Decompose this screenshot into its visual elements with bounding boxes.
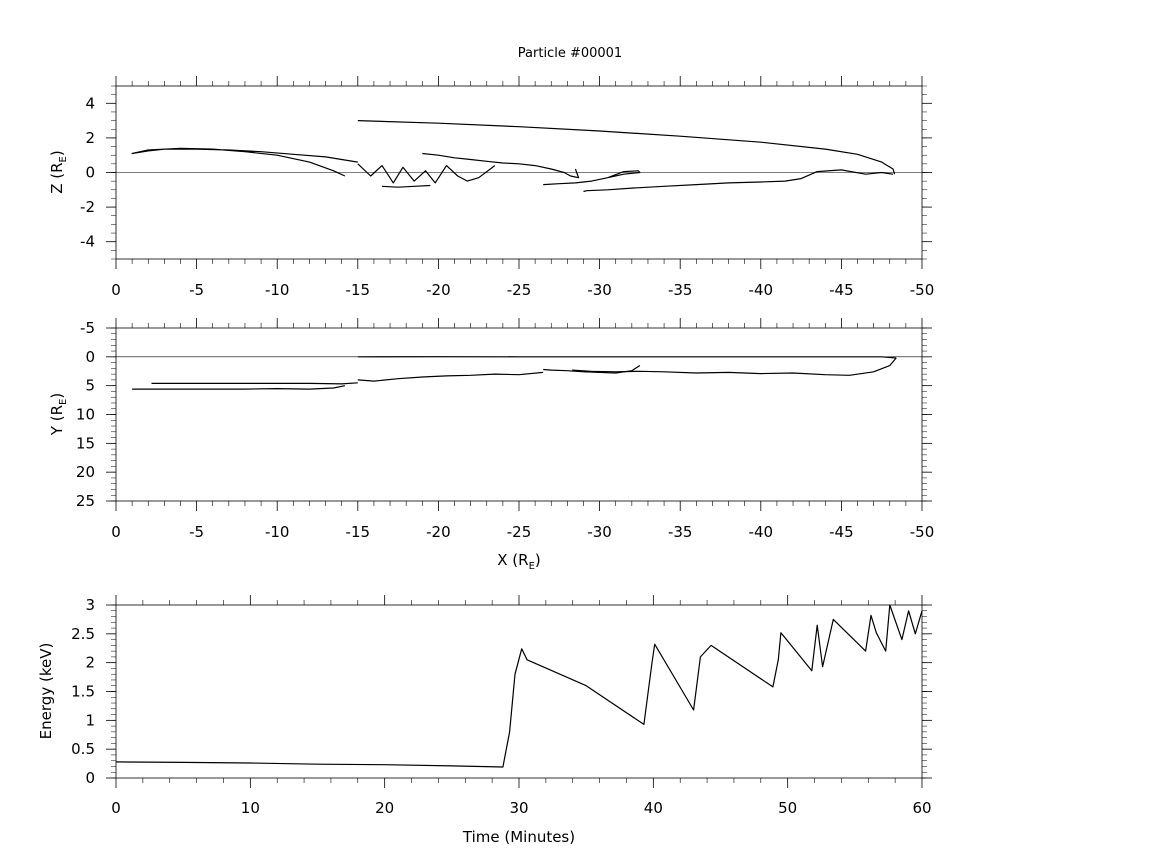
series-line-0 [357, 120, 896, 175]
series-line-5 [132, 385, 346, 390]
x-tick-label: -50 [910, 523, 935, 541]
y-panel-x-tick-labels: 0 -5 -10 -15 -20 -25 -30 -35 -40 -45 -50 [111, 523, 934, 541]
y-tick-label: 20 [76, 463, 95, 481]
x-tick-label: 30 [509, 799, 528, 817]
series-line-4 [151, 382, 358, 385]
x-tick-label: -20 [426, 523, 451, 541]
panel-energy-vs-time: 0 10 20 30 40 50 60 3 2.5 2 1.5 1 0.5 0 Energy (keV)… [37, 595, 932, 846]
y-panel-frame [115, 327, 923, 502]
x-tick-label: -50 [910, 281, 935, 299]
series-line-1 [583, 169, 894, 193]
energy-axis-label: Energy (keV) [37, 643, 55, 740]
y-axis-label: Y (RE) [48, 393, 69, 436]
x-tick-label: -40 [749, 523, 774, 541]
x-tick-label: 0 [111, 523, 121, 541]
energy-panel-curve [115, 604, 923, 768]
x-tick-label: -20 [426, 281, 451, 299]
series-line-6 [131, 147, 358, 177]
energy-panel-x-tick-labels: 0 10 20 30 40 50 60 [111, 799, 931, 817]
y-tick-label: 3 [85, 596, 95, 614]
x-tick-label: -30 [587, 523, 612, 541]
x-tick-label: 0 [111, 281, 121, 299]
panel-z-vs-x: 0 -5 -10 -15 -20 -25 -30 -35 -40 -45 -50 4 2 0 -2 -4 Z… [48, 76, 934, 299]
y-tick-label: 0.5 [71, 740, 95, 758]
series-line-0 [115, 604, 923, 768]
y-tick-label: -4 [80, 233, 95, 251]
x-tick-label: -35 [668, 523, 693, 541]
x-tick-label: -45 [829, 281, 854, 299]
x-tick-label: 0 [111, 799, 121, 817]
x-tick-label: -15 [346, 523, 371, 541]
series-line-5 [381, 184, 431, 188]
series-line-0 [357, 356, 897, 359]
y-tick-label: -5 [80, 319, 95, 337]
z-panel-ticks [106, 76, 932, 269]
z-axis-label: Z (RE) [48, 150, 69, 194]
y-panel-trajectory [132, 356, 897, 390]
x-tick-label: -15 [346, 281, 371, 299]
x-tick-label: 10 [241, 799, 260, 817]
chart-title: Particle #00001 [518, 46, 622, 61]
x-tick-label: -30 [587, 281, 612, 299]
x-tick-label: -25 [507, 523, 532, 541]
y-tick-label: 2 [85, 654, 95, 672]
y-tick-label: 0 [85, 164, 95, 182]
y-tick-label: 25 [76, 492, 95, 510]
x-axis-label: X (RE) [497, 551, 541, 572]
y-panel-y-tick-labels: -5 0 5 10 15 20 25 [76, 319, 95, 510]
x-tick-label: -35 [668, 281, 693, 299]
y-tick-label: 2.5 [71, 625, 95, 643]
y-tick-label: 1.5 [71, 683, 95, 701]
z-panel-y-tick-labels: 4 2 0 -2 -4 [80, 94, 95, 250]
energy-panel-frame [115, 604, 923, 779]
series-line-2 [543, 364, 641, 374]
y-tick-label: -2 [80, 198, 95, 216]
z-panel-frame [115, 85, 923, 260]
x-tick-label: -10 [265, 281, 290, 299]
x-tick-label: -10 [265, 523, 290, 541]
z-panel-x-tick-labels: 0 -5 -10 -15 -20 -25 -30 -35 -40 -45 -50 [111, 281, 934, 299]
panel-y-vs-x: 0 -5 -10 -15 -20 -25 -30 -35 -40 -45 -50 -50510152… [48, 318, 934, 572]
series-line-4 [357, 163, 496, 184]
x-tick-label: 40 [644, 799, 663, 817]
y-tick-label: 10 [76, 406, 95, 424]
y-tick-label: 2 [85, 129, 95, 147]
series-line-3 [422, 152, 580, 179]
x-tick-label: -40 [749, 281, 774, 299]
series-line-3 [357, 371, 544, 382]
y-tick-label: 15 [76, 434, 95, 452]
y-tick-label: 1 [85, 711, 95, 729]
x-tick-label: 20 [375, 799, 394, 817]
energy-panel-ticks [106, 595, 932, 788]
y-tick-label: 5 [85, 377, 95, 395]
y-panel-ticks [106, 318, 932, 511]
y-tick-label: 4 [85, 94, 95, 112]
x-tick-label: -25 [507, 281, 532, 299]
energy-panel-y-tick-labels: 3 2.5 2 1.5 1 0.5 0 [71, 596, 95, 787]
series-line-2 [543, 170, 641, 186]
x-tick-label: 50 [778, 799, 797, 817]
x-tick-label: -45 [829, 523, 854, 541]
series-line-1 [572, 357, 897, 376]
x-tick-label: -5 [189, 523, 204, 541]
z-panel-trajectory [131, 120, 896, 193]
y-tick-label: 0 [85, 348, 95, 366]
time-axis-label: Time (Minutes) [462, 828, 575, 846]
x-tick-label: 60 [912, 799, 931, 817]
y-tick-label: 0 [85, 769, 95, 787]
x-tick-label: -5 [189, 281, 204, 299]
